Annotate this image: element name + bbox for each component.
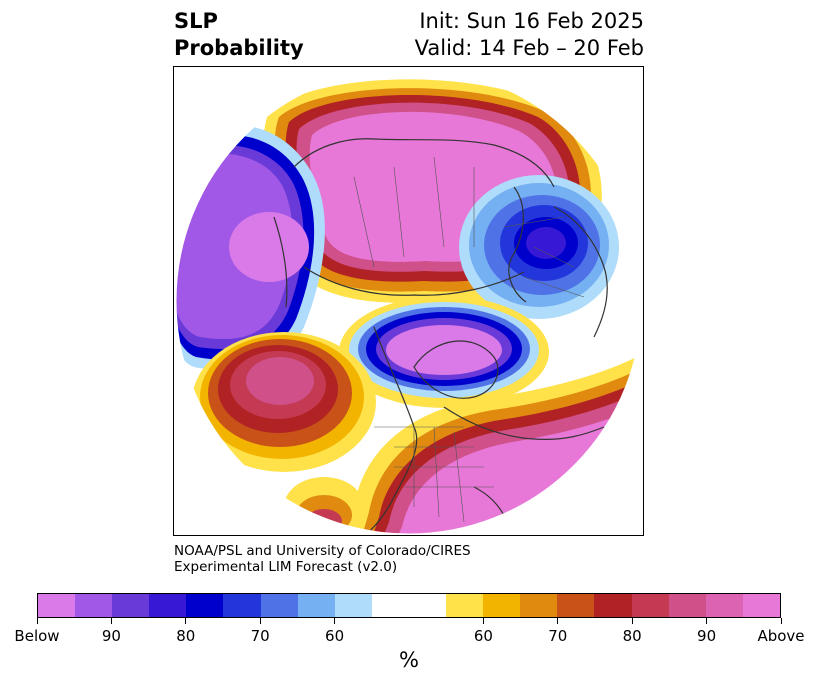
colorbar-tick	[334, 618, 336, 624]
colorbar-tick-label: 60	[325, 627, 345, 645]
colorbar-tick-label: 70	[548, 627, 568, 645]
colorbar-segment	[112, 594, 150, 617]
credit-text: NOAA/PSL and University of Colorado/CIRE…	[174, 543, 471, 575]
credit-line-1: NOAA/PSL and University of Colorado/CIRE…	[174, 543, 471, 559]
canada-low-anomaly	[339, 296, 549, 408]
polar-map-svg	[175, 67, 643, 535]
colorbar-unit: %	[399, 648, 419, 672]
borders	[353, 156, 585, 523]
colorbar-segment	[371, 594, 447, 617]
colorbar-tick-label: 80	[176, 627, 196, 645]
colorbar	[37, 593, 781, 618]
colorbar-tick-label: 80	[622, 627, 642, 645]
colorbar-segment	[223, 594, 261, 617]
map-disc-edge	[175, 67, 643, 535]
date-block: Init: Sun 16 Feb 2025 Valid: 14 Feb – 20…	[415, 8, 644, 62]
west-us-high-anomaly	[284, 477, 364, 534]
colorbar-tick	[110, 618, 112, 624]
colorbar-segment	[149, 594, 187, 617]
colorbar-tick	[557, 618, 559, 624]
colorbar-segment	[594, 594, 632, 617]
credit-line-2: Experimental LIM Forecast (v2.0)	[174, 559, 398, 575]
colorbar-tick-label: 60	[473, 627, 493, 645]
init-date-label: Init: Sun 16 Feb 2025	[419, 9, 644, 33]
colorbar-tick	[482, 618, 484, 624]
colorbar-segment	[631, 594, 669, 617]
colorbar-tick	[706, 618, 708, 624]
colorbar-segment	[705, 594, 743, 617]
valid-date-label: Valid: 14 Feb – 20 Feb	[414, 36, 644, 60]
title-line-1: SLP	[174, 9, 218, 33]
colorbar-segment	[520, 594, 558, 617]
colorbar-tick	[780, 618, 782, 624]
colorbar-segment	[668, 594, 706, 617]
colorbar-segment	[334, 594, 372, 617]
colorbar-segment	[38, 594, 76, 617]
probability-field	[176, 68, 642, 534]
colorbar-segment	[483, 594, 521, 617]
colorbar-tick-label: 90	[101, 627, 121, 645]
colorbar-segment	[297, 594, 335, 617]
colorbar-tick-label: 90	[697, 627, 717, 645]
colorbar-segment	[260, 594, 298, 617]
colorbar-segment	[557, 594, 595, 617]
colorbar-segment	[446, 594, 484, 617]
title-line-2: Probability	[174, 36, 304, 60]
colorbar-segment	[742, 594, 780, 617]
colorbar-tick	[185, 618, 187, 624]
colorbar-tick	[631, 618, 633, 624]
colorbar-segment	[186, 594, 224, 617]
colorbar-tick-label: Above	[757, 627, 805, 645]
coastlines	[273, 138, 608, 534]
probability-map	[173, 66, 644, 536]
colorbar-segment	[75, 594, 113, 617]
ne-pacific-high-anomaly	[192, 332, 376, 472]
map-title: SLP Probability	[174, 8, 304, 62]
colorbar-tick	[259, 618, 261, 624]
colorbar-tick-label: Below	[14, 627, 60, 645]
colorbar-tick-label: 70	[250, 627, 270, 645]
colorbar-tick	[36, 618, 38, 624]
